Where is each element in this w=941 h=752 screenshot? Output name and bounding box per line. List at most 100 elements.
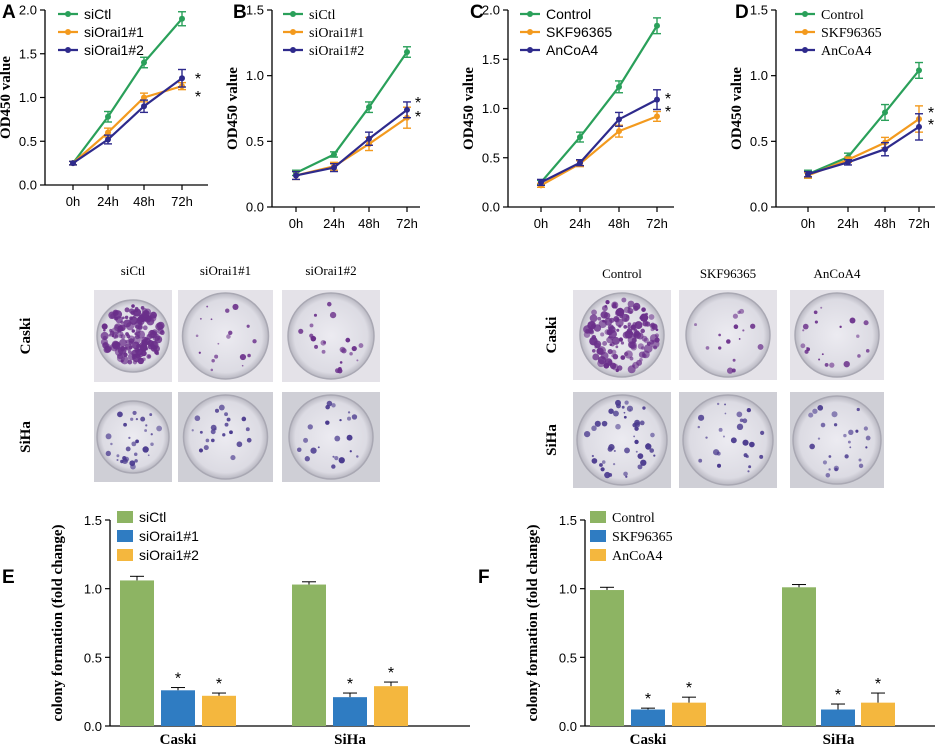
colony bbox=[131, 304, 135, 308]
data-point bbox=[105, 113, 111, 120]
data-point bbox=[105, 129, 111, 136]
colony bbox=[198, 448, 204, 453]
colony bbox=[611, 349, 617, 355]
colony bbox=[119, 338, 127, 347]
category-label: SiHa bbox=[334, 732, 366, 748]
colony bbox=[111, 334, 115, 338]
colony bbox=[332, 455, 335, 458]
data-point bbox=[141, 103, 147, 110]
category-label: SiHa bbox=[823, 732, 855, 748]
colony bbox=[858, 458, 862, 462]
colony bbox=[195, 334, 199, 338]
colony bbox=[742, 418, 748, 424]
colony bbox=[615, 399, 622, 406]
legend-marker bbox=[290, 29, 296, 35]
colony bbox=[705, 436, 708, 439]
colony bbox=[639, 420, 645, 426]
colony bbox=[347, 411, 351, 414]
colony bbox=[602, 341, 608, 346]
colony bbox=[645, 312, 648, 316]
colony bbox=[589, 336, 598, 346]
culture-dish bbox=[96, 400, 170, 474]
colony bbox=[809, 443, 815, 450]
colony bbox=[214, 408, 220, 413]
colony bbox=[615, 307, 625, 317]
x-tick-label: 0h bbox=[801, 216, 815, 231]
colony bbox=[142, 325, 148, 331]
colony bbox=[594, 345, 598, 349]
colony bbox=[356, 359, 359, 362]
series-line-AnCoA4 bbox=[540, 98, 658, 184]
y-axis-label: colony formation (fold change) bbox=[50, 524, 66, 721]
colony bbox=[134, 459, 138, 463]
data-point bbox=[331, 164, 337, 171]
panel-label: D bbox=[735, 2, 749, 23]
bar-AnCoA4 bbox=[672, 702, 706, 726]
colony bbox=[612, 463, 616, 466]
colony bbox=[130, 417, 134, 421]
legend-swatch bbox=[117, 511, 133, 523]
colony bbox=[597, 346, 606, 355]
colony bbox=[125, 446, 131, 452]
data-point bbox=[141, 59, 147, 66]
plate-column-label: AnCoA4 bbox=[814, 266, 861, 281]
colony bbox=[334, 456, 339, 461]
colony bbox=[742, 439, 749, 446]
y-tick-label: 0.0 bbox=[482, 200, 500, 215]
colony bbox=[140, 416, 146, 422]
colony bbox=[616, 328, 620, 332]
colony bbox=[648, 314, 655, 320]
y-tick-label: 0.0 bbox=[84, 719, 102, 734]
y-tick-label: 1.0 bbox=[750, 68, 768, 83]
y-axis-label: OD450 value bbox=[461, 67, 477, 150]
y-axis-label: OD450 value bbox=[0, 56, 14, 139]
data-point bbox=[366, 135, 372, 142]
colony bbox=[145, 424, 148, 427]
colony bbox=[211, 358, 215, 363]
colony bbox=[645, 443, 652, 450]
colony bbox=[628, 341, 636, 349]
colony bbox=[833, 423, 838, 427]
legend-marker bbox=[65, 47, 71, 53]
colony bbox=[612, 410, 619, 417]
colony bbox=[129, 316, 133, 321]
colony bbox=[757, 343, 764, 350]
legend-label: SKF96365 bbox=[546, 24, 612, 40]
colony bbox=[115, 341, 121, 348]
colony bbox=[694, 323, 698, 327]
series-line-AnCoA4 bbox=[807, 125, 920, 176]
colony bbox=[641, 307, 646, 312]
colony bbox=[329, 311, 337, 319]
colony bbox=[111, 327, 120, 336]
colony bbox=[697, 425, 700, 429]
colony bbox=[640, 459, 647, 466]
plate-column-label: siOrai1#1 bbox=[200, 263, 251, 278]
colony bbox=[145, 347, 149, 351]
colony bbox=[857, 354, 861, 358]
colony bbox=[718, 346, 722, 350]
colony bbox=[733, 324, 739, 329]
colony bbox=[856, 407, 860, 412]
colony bbox=[628, 331, 634, 336]
bar-siOrai1#2 bbox=[202, 695, 236, 726]
colony bbox=[116, 454, 120, 458]
x-tick-label: 48h bbox=[133, 194, 155, 209]
colony bbox=[620, 341, 625, 345]
y-tick-label: 0.0 bbox=[559, 719, 577, 734]
colony bbox=[623, 324, 628, 329]
legend-label: Control bbox=[546, 6, 591, 22]
colony bbox=[144, 429, 148, 432]
colony bbox=[150, 442, 154, 446]
colony bbox=[150, 340, 157, 347]
colony bbox=[612, 353, 619, 360]
colony bbox=[104, 344, 113, 352]
colony bbox=[863, 426, 868, 431]
colony bbox=[339, 346, 346, 353]
colony bbox=[653, 345, 658, 350]
colony bbox=[748, 465, 752, 469]
colony bbox=[739, 418, 744, 423]
bar-siOrai1#1 bbox=[333, 697, 367, 726]
colony bbox=[345, 337, 351, 343]
colony bbox=[127, 359, 133, 365]
plate-row-label: SiHa bbox=[18, 421, 34, 453]
